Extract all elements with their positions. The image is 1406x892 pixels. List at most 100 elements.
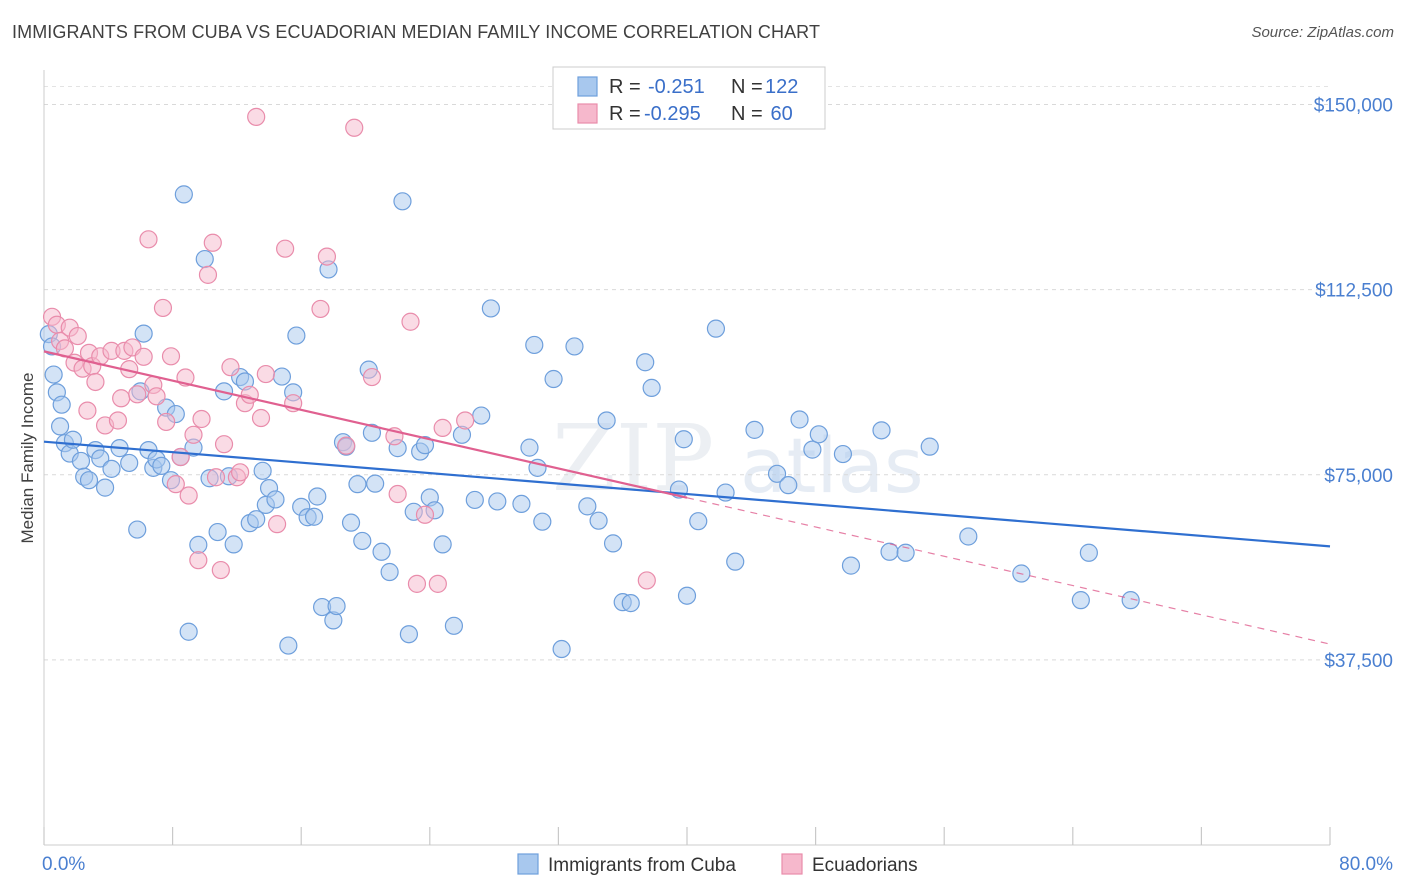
cuba-point-20	[134, 324, 153, 343]
ecuadorians-point-31	[179, 486, 198, 505]
ecuadorians-point-63	[456, 411, 475, 430]
legend-r-label-ecuadorians: R =	[609, 103, 641, 125]
chart-title: IMMIGRANTS FROM CUBA VS ECUADORIAN MEDIA…	[12, 22, 821, 42]
cuba-point-89	[544, 369, 563, 389]
axes	[43, 70, 1331, 846]
legend-r-value-cuba: -0.251	[648, 76, 705, 98]
cuba-point-93	[589, 511, 608, 530]
cuba-point-81	[472, 406, 491, 425]
cuba-point-91	[565, 337, 584, 356]
cuba-point-8	[63, 430, 83, 449]
cuba-point-98	[636, 353, 655, 372]
ecuadorians-point-46	[251, 408, 271, 428]
cuba-point-88	[533, 512, 552, 531]
cuba-point-86	[525, 335, 544, 355]
cuba-point-63	[353, 531, 372, 551]
ecuadorians-point-29	[171, 447, 190, 467]
cuba-point-42	[247, 510, 266, 529]
cuba-point-83	[488, 492, 507, 511]
ecuadorians-point-59	[407, 574, 427, 593]
cuba-point-32	[189, 535, 208, 554]
cuba-point-84	[512, 494, 531, 514]
cuba-point-104	[706, 319, 726, 338]
ecuadorians-point-39	[214, 435, 234, 454]
correlation-legend: R = -0.251 N = 122 R = -0.295 N = 60	[552, 66, 826, 130]
cuba-point-71	[399, 625, 419, 644]
cuba-point-15	[102, 459, 121, 478]
tick-labels: $37,500 $75,000 $112,500 $150,000 0.0% 80.0%	[42, 96, 1393, 875]
ecuadorians-point-33	[189, 551, 208, 570]
ecuadorians-point-20	[128, 385, 147, 404]
bottom-legend-swatch-ecuadorians	[781, 853, 803, 875]
cuba-point-9	[71, 451, 91, 471]
ecuadorians-point-26	[157, 412, 176, 432]
ecuadorians-point-55	[362, 367, 382, 387]
cuba-point-18	[128, 520, 147, 539]
cuba-point-53	[304, 507, 324, 526]
cuba-point-109	[779, 476, 798, 495]
x-tick-label-0: 0.0%	[42, 854, 85, 875]
legend-swatch-ecuadorians	[577, 103, 598, 124]
cuba-point-103	[689, 512, 708, 531]
cuba-point-70	[393, 192, 412, 211]
cuba-point-112	[809, 425, 828, 444]
cuba-point-54	[308, 487, 327, 506]
ecuadorians-point-6	[68, 326, 87, 346]
cuba-point-77	[433, 535, 452, 554]
trend-lines	[43, 350, 1331, 645]
y-tick-label-3: $150,000	[1314, 96, 1393, 117]
cuba-point-13	[91, 449, 110, 468]
ecuadorians-point-62	[433, 418, 452, 437]
cuba-point-116	[880, 542, 899, 561]
cuba-point-82	[481, 299, 500, 318]
source-credit: Source: ZipAtlas.com	[1251, 24, 1394, 41]
ecuadorians-point-52	[317, 247, 337, 266]
cuba-point-107	[745, 420, 764, 439]
cuba-point-47	[272, 367, 292, 386]
cuba-point-35	[208, 522, 227, 542]
y-tick-label-1: $75,000	[1324, 466, 1393, 487]
trend-line-cuba	[43, 440, 1331, 548]
ecuadorians-point-54	[345, 118, 364, 137]
ecuadorians-point-44	[240, 385, 259, 404]
cuba-point-17	[120, 453, 139, 473]
cuba-point-43	[253, 461, 272, 480]
y-axis-label: Median Family Income	[18, 372, 37, 543]
legend-n-value-ecuadorians: 60	[765, 103, 793, 125]
cuba-point-62	[348, 475, 367, 494]
ecuadorians-point-42	[231, 463, 250, 482]
ecuadorians-point-37	[206, 468, 226, 487]
ecuadorians-point-57	[388, 484, 407, 504]
ecuadorians-point-36	[203, 233, 222, 252]
cuba-point-106	[726, 552, 745, 571]
cuba-point-29	[174, 185, 193, 204]
cuba-point-121	[1071, 591, 1090, 610]
cuba-point-33	[195, 249, 214, 269]
ecuadorians-point-64	[637, 571, 656, 590]
cuba-point-92	[578, 497, 597, 516]
bottom-legend-swatch-cuba	[517, 853, 539, 875]
cuba-point-61	[341, 513, 361, 532]
ecuadorians-point-47	[256, 364, 275, 384]
y-tick-label-2: $112,500	[1315, 281, 1393, 302]
cuba-point-110	[790, 410, 809, 429]
cuba-point-11	[79, 471, 99, 490]
cuba-point-113	[833, 444, 853, 464]
cuba-point-2	[44, 365, 63, 384]
cuba-point-78	[444, 616, 464, 635]
ecuadorians-point-58	[401, 312, 420, 331]
ecuadorians-point-53	[337, 436, 356, 455]
y-tick-label-0: $37,500	[1324, 651, 1393, 672]
cuba-point-30	[179, 622, 198, 641]
cuba-point-68	[380, 562, 399, 582]
cuba-point-122	[1079, 543, 1098, 562]
watermark-zip: ZIP	[552, 405, 714, 512]
legend-n-label-ecuadorians: N =	[731, 103, 763, 125]
cuba-point-108	[767, 464, 787, 483]
ecuadorians-point-48	[267, 515, 287, 534]
ecuadorians-point-60	[415, 505, 435, 524]
ecuadorians-point-22	[139, 230, 158, 249]
cuba-point-101	[674, 430, 693, 449]
series-ecuadorians-points	[42, 107, 656, 593]
ecuadorians-point-16	[112, 389, 131, 408]
